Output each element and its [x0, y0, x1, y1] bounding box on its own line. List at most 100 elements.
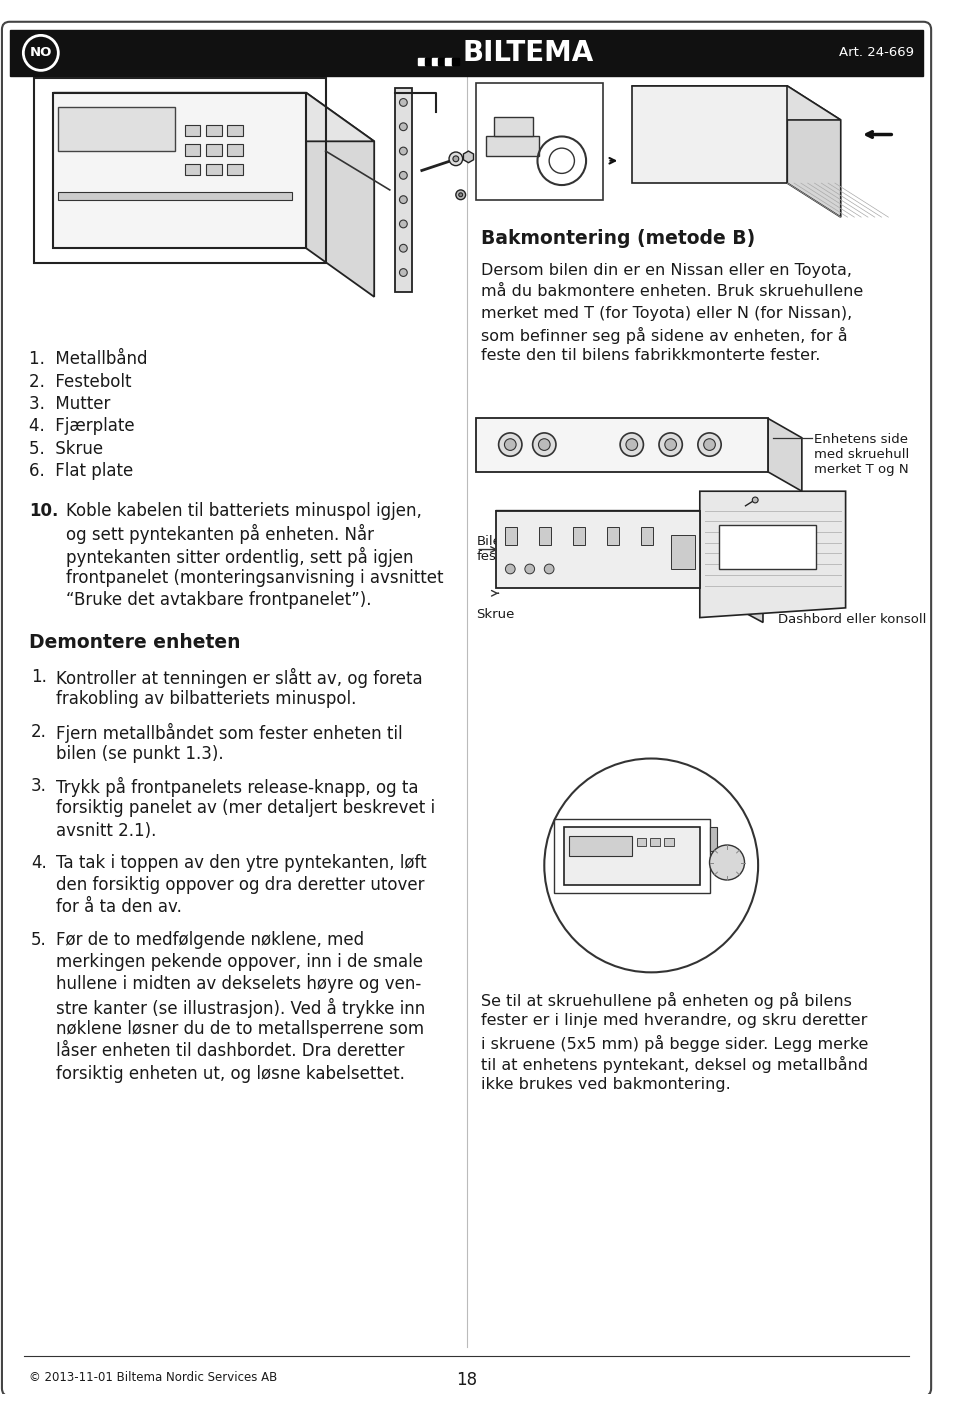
- Bar: [573, 527, 585, 544]
- Text: 5.  Skrue: 5. Skrue: [29, 440, 104, 458]
- Circle shape: [453, 156, 459, 161]
- Bar: [564, 827, 700, 885]
- Text: 2.: 2.: [31, 723, 47, 741]
- Text: Bilens
fester: Bilens fester: [476, 534, 516, 563]
- Text: Enhetens side
med skruehull
merket T og N: Enhetens side med skruehull merket T og …: [814, 433, 910, 477]
- Text: fester er i linje med hverandre, og skru deretter: fester er i linje med hverandre, og skru…: [481, 1014, 868, 1028]
- Text: pyntekanten sitter ordentlig, sett på igjen: pyntekanten sitter ordentlig, sett på ig…: [66, 547, 414, 567]
- Circle shape: [544, 564, 554, 574]
- Text: for å ta den av.: for å ta den av.: [57, 898, 182, 916]
- Bar: [184, 164, 201, 175]
- Text: i skruene (5x5 mm) på begge sider. Legg merke: i skruene (5x5 mm) på begge sider. Legg …: [481, 1035, 869, 1052]
- Text: 18: 18: [456, 1370, 477, 1389]
- Bar: [476, 419, 768, 472]
- Bar: [59, 192, 292, 199]
- Circle shape: [399, 99, 407, 106]
- Text: © 2013-11-01 Biltema Nordic Services AB: © 2013-11-01 Biltema Nordic Services AB: [29, 1370, 277, 1384]
- Text: merket med T (for Toyota) eller N (for Nissan),: merket med T (for Toyota) eller N (for N…: [481, 305, 852, 321]
- Text: 4.  Fjærplate: 4. Fjærplate: [29, 417, 134, 436]
- Bar: [206, 124, 222, 137]
- Bar: [445, 58, 452, 65]
- Text: som befinner seg på sidene av enheten, for å: som befinner seg på sidene av enheten, f…: [481, 327, 848, 344]
- Text: frakobling av bilbatteriets minuspol.: frakobling av bilbatteriets minuspol.: [57, 690, 357, 708]
- Circle shape: [456, 189, 466, 199]
- Bar: [54, 93, 306, 249]
- Text: 4.: 4.: [31, 854, 47, 872]
- Text: BILTEMA: BILTEMA: [463, 38, 594, 66]
- Circle shape: [399, 123, 407, 130]
- Polygon shape: [700, 510, 763, 622]
- FancyBboxPatch shape: [2, 21, 931, 1396]
- Bar: [184, 144, 201, 156]
- Bar: [636, 839, 646, 846]
- Bar: [184, 124, 201, 137]
- Bar: [608, 527, 619, 544]
- Bar: [540, 527, 551, 544]
- Circle shape: [539, 438, 550, 451]
- Text: feste den til bilens fabrikkmonterte fester.: feste den til bilens fabrikkmonterte fes…: [481, 348, 821, 363]
- Text: Bakmontering (metode B): Bakmontering (metode B): [481, 229, 756, 247]
- Text: bilen (se punkt 1.3).: bilen (se punkt 1.3).: [57, 745, 224, 764]
- Circle shape: [399, 171, 407, 180]
- Circle shape: [459, 192, 463, 197]
- Bar: [650, 839, 660, 846]
- Circle shape: [449, 153, 463, 165]
- Polygon shape: [495, 510, 763, 544]
- Text: og sett pyntekanten på enheten. Når: og sett pyntekanten på enheten. Når: [66, 525, 374, 544]
- Text: Trykk på frontpanelets release-knapp, og ta: Trykk på frontpanelets release-knapp, og…: [57, 776, 419, 797]
- Polygon shape: [306, 93, 374, 297]
- Text: stre kanter (se illustrasjon). Ved å trykke inn: stre kanter (se illustrasjon). Ved å try…: [57, 998, 425, 1018]
- Bar: [632, 86, 787, 184]
- Bar: [719, 525, 816, 568]
- Text: Koble kabelen til batteriets minuspol igjen,: Koble kabelen til batteriets minuspol ig…: [66, 502, 422, 520]
- Bar: [228, 144, 243, 156]
- Text: forsiktig enheten ut, og løsne kabelsettet.: forsiktig enheten ut, og løsne kabelsett…: [57, 1065, 405, 1083]
- Text: Dersom bilen din er en Nissan eller en Toyota,: Dersom bilen din er en Nissan eller en T…: [481, 263, 852, 277]
- Text: Fjern metallbåndet som fester enheten til: Fjern metallbåndet som fester enheten ti…: [57, 723, 403, 742]
- Text: Se til at skruehullene på enheten og på bilens: Se til at skruehullene på enheten og på …: [481, 991, 852, 1008]
- Circle shape: [399, 147, 407, 156]
- Text: Art. 24-669: Art. 24-669: [839, 47, 914, 59]
- Circle shape: [498, 433, 522, 457]
- Text: må du bakmontere enheten. Bruk skruehullene: må du bakmontere enheten. Bruk skruehull…: [481, 284, 863, 300]
- Bar: [554, 819, 709, 892]
- Bar: [452, 58, 459, 65]
- Bar: [395, 88, 412, 291]
- Text: frontpanelet (monteringsanvisning i avsnittet: frontpanelet (monteringsanvisning i avsn…: [66, 568, 444, 587]
- Text: avsnitt 2.1).: avsnitt 2.1).: [57, 822, 156, 840]
- Polygon shape: [632, 86, 841, 120]
- Bar: [228, 124, 243, 137]
- Circle shape: [399, 195, 407, 204]
- Bar: [486, 137, 540, 156]
- Text: 1.  Metallbånd: 1. Metallbånd: [29, 351, 148, 368]
- Bar: [228, 164, 243, 175]
- Bar: [418, 58, 424, 65]
- Bar: [476, 83, 603, 199]
- Polygon shape: [54, 93, 374, 141]
- Text: 5.: 5.: [31, 930, 47, 949]
- Text: forsiktig panelet av (mer detaljert beskrevet i: forsiktig panelet av (mer detaljert besk…: [57, 799, 436, 817]
- Text: 2.  Festebolt: 2. Festebolt: [29, 373, 132, 390]
- Text: Før de to medfølgende nøklene, med: Før de to medfølgende nøklene, med: [57, 930, 365, 949]
- Text: “Bruke det avtakbare frontpanelet”).: “Bruke det avtakbare frontpanelet”).: [66, 591, 372, 609]
- Circle shape: [620, 433, 643, 457]
- Circle shape: [399, 269, 407, 276]
- Text: Kontroller at tenningen er slått av, og foreta: Kontroller at tenningen er slått av, og …: [57, 669, 423, 689]
- Text: Skrue: Skrue: [778, 501, 816, 513]
- Circle shape: [709, 846, 745, 880]
- Circle shape: [505, 564, 516, 574]
- Bar: [664, 839, 674, 846]
- Text: Demontere enheten: Demontere enheten: [29, 633, 241, 652]
- Circle shape: [544, 758, 758, 973]
- Circle shape: [399, 245, 407, 252]
- Bar: [505, 527, 517, 544]
- Bar: [709, 827, 717, 851]
- Circle shape: [399, 221, 407, 228]
- Bar: [59, 107, 175, 151]
- Bar: [439, 58, 445, 65]
- Text: merkingen pekende oppover, inn i de smale: merkingen pekende oppover, inn i de smal…: [57, 953, 423, 971]
- Text: 3.  Mutter: 3. Mutter: [29, 395, 110, 413]
- Circle shape: [665, 438, 677, 451]
- Text: den forsiktig oppover og dra deretter utover: den forsiktig oppover og dra deretter ut…: [57, 877, 425, 894]
- Text: 3.: 3.: [31, 776, 47, 795]
